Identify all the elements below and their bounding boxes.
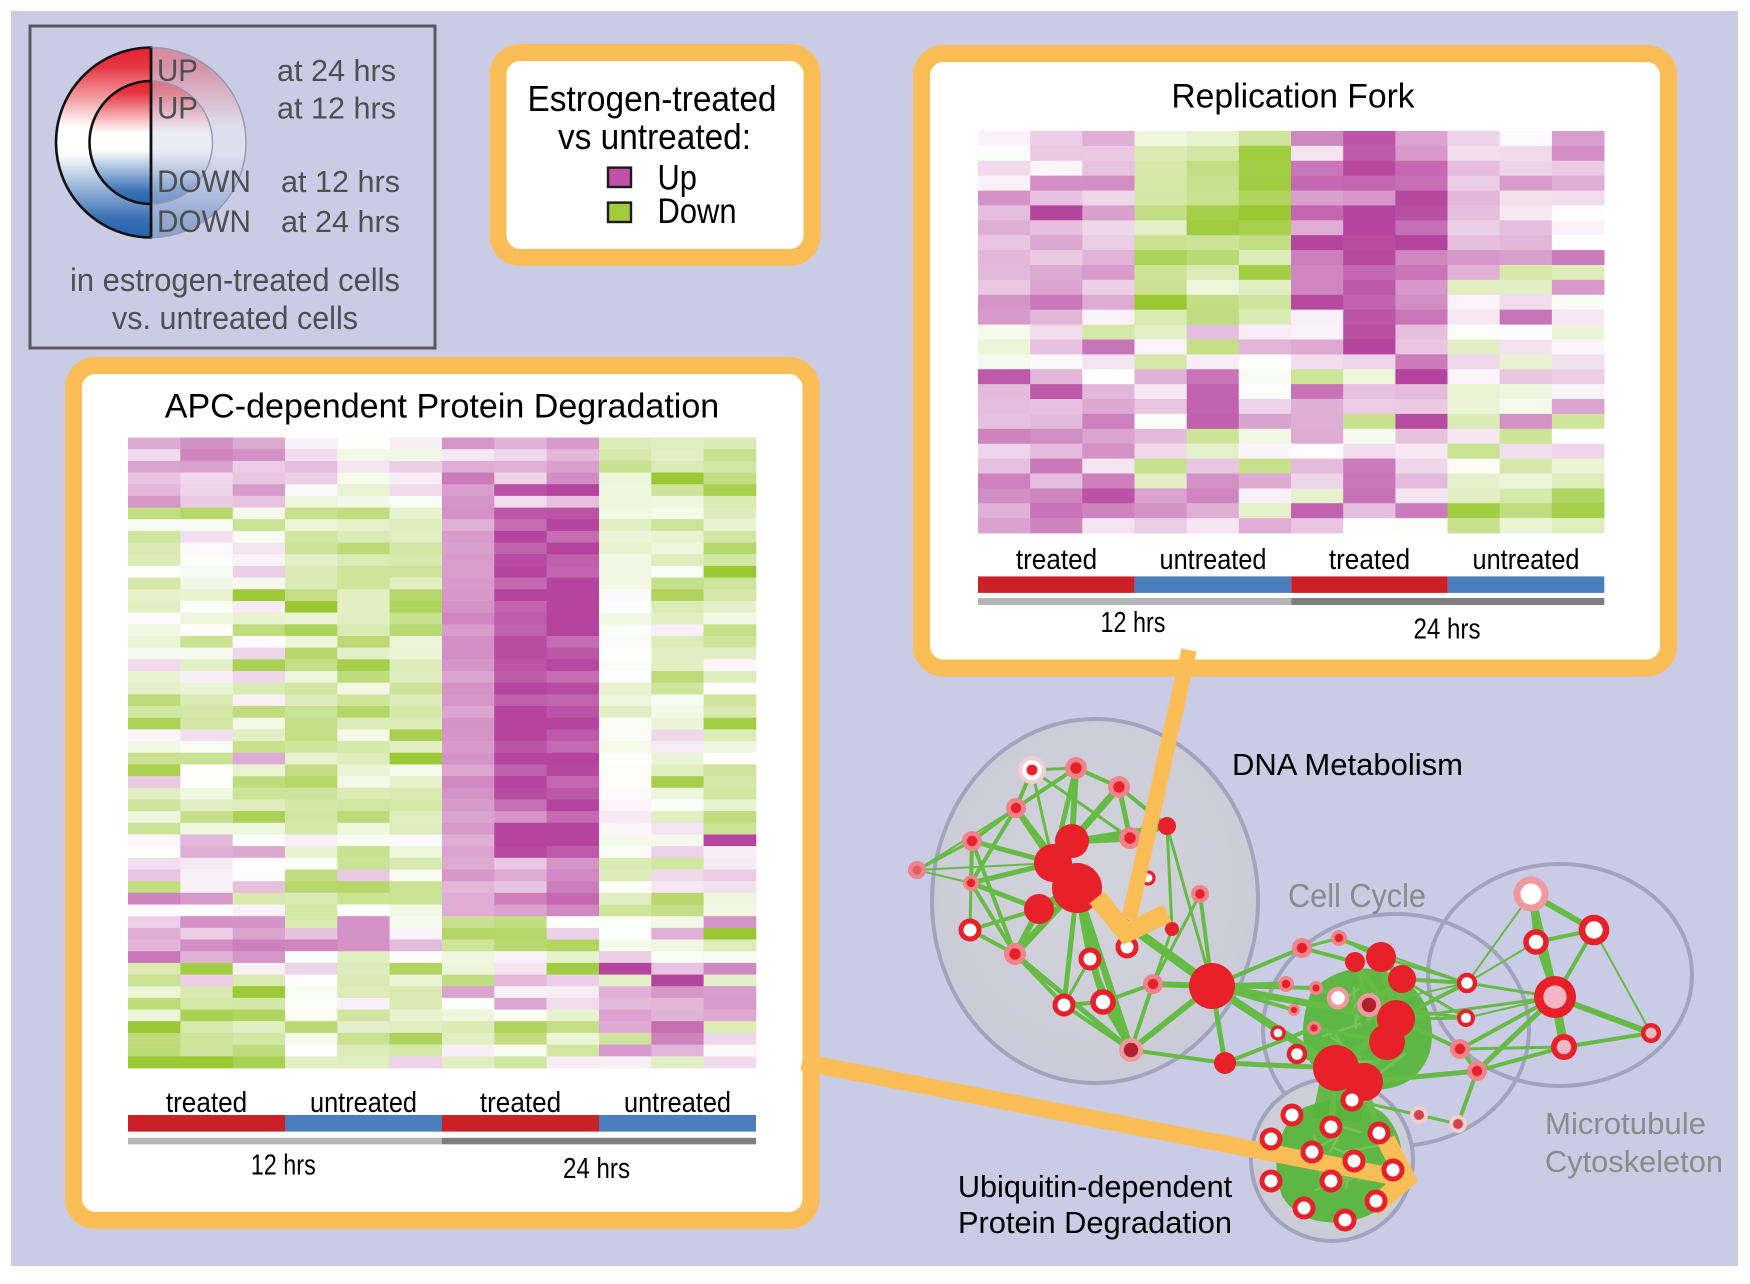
svg-text:Down: Down — [658, 192, 737, 231]
svg-text:untreated: untreated — [1473, 544, 1580, 576]
svg-text:vs. untreated cells: vs. untreated cells — [112, 300, 358, 336]
svg-text:Replication Fork: Replication Fork — [1171, 77, 1415, 115]
svg-text:Microtubule: Microtubule — [1545, 1106, 1706, 1141]
svg-text:Cytoskeleton: Cytoskeleton — [1545, 1144, 1723, 1179]
svg-text:untreated: untreated — [624, 1087, 731, 1119]
svg-text:APC-dependent Protein Degradat: APC-dependent Protein Degradation — [165, 388, 720, 426]
svg-text:UP: UP — [157, 91, 198, 126]
svg-text:at 12 hrs: at 12 hrs — [277, 92, 396, 126]
svg-text:Cell Cycle: Cell Cycle — [1288, 877, 1426, 914]
svg-text:24 hrs: 24 hrs — [563, 1153, 630, 1185]
svg-text:untreated: untreated — [1160, 544, 1267, 576]
svg-text:treated: treated — [1329, 544, 1410, 576]
svg-text:Protein Degradation: Protein Degradation — [958, 1205, 1232, 1240]
svg-text:treated: treated — [166, 1087, 247, 1119]
svg-text:Estrogen-treated: Estrogen-treated — [528, 78, 777, 119]
svg-text:DNA Metabolism: DNA Metabolism — [1232, 747, 1463, 782]
svg-text:12 hrs: 12 hrs — [1101, 607, 1166, 639]
svg-text:treated: treated — [480, 1087, 561, 1119]
svg-text:Ubiquitin-dependent: Ubiquitin-dependent — [958, 1169, 1233, 1204]
svg-text:at 24 hrs: at 24 hrs — [277, 54, 396, 88]
svg-text:UP: UP — [157, 53, 198, 88]
svg-text:DOWN: DOWN — [157, 164, 251, 199]
svg-text:vs untreated:: vs untreated: — [558, 116, 751, 157]
svg-text:untreated: untreated — [310, 1087, 417, 1119]
svg-text:Up: Up — [658, 159, 697, 198]
svg-text:in estrogen-treated cells: in estrogen-treated cells — [70, 262, 400, 298]
svg-text:at 12 hrs: at 12 hrs — [281, 165, 400, 199]
svg-text:at 24 hrs: at 24 hrs — [281, 205, 400, 239]
svg-text:treated: treated — [1016, 544, 1097, 576]
svg-text:12 hrs: 12 hrs — [251, 1150, 316, 1182]
svg-text:DOWN: DOWN — [157, 204, 251, 239]
svg-text:24 hrs: 24 hrs — [1414, 614, 1481, 646]
